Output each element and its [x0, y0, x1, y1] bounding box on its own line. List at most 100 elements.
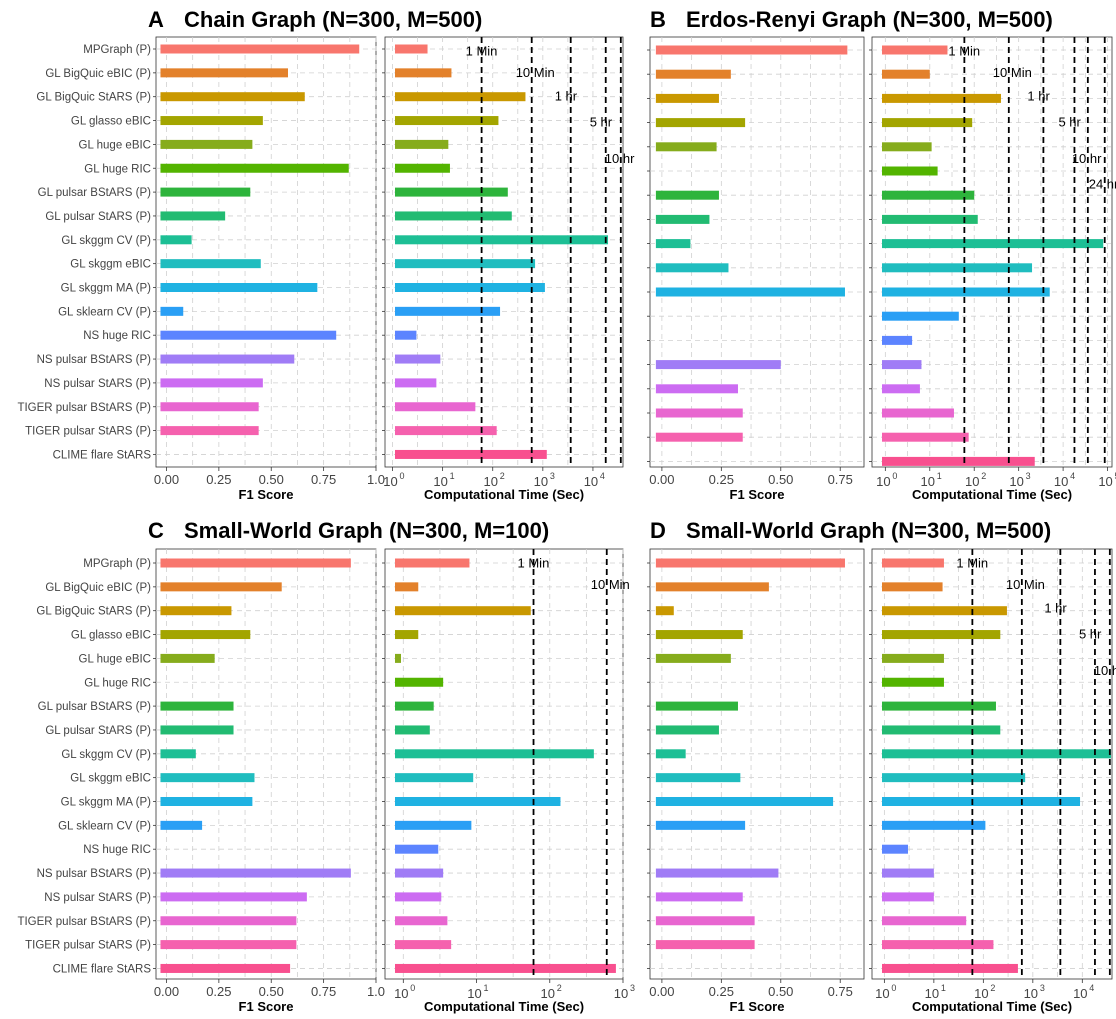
reference-label: 24 hr [1089, 177, 1116, 192]
time-bar [882, 558, 944, 568]
f1-bar [160, 630, 251, 640]
time-bar [882, 239, 1104, 249]
time-bar [882, 142, 932, 152]
f1-bar [160, 558, 351, 568]
x-tick-exponent: 2 [990, 983, 995, 993]
x-tick-label: 10 [483, 474, 497, 489]
time-bar [882, 45, 948, 55]
f1-bar [655, 630, 743, 640]
f1-bar [160, 283, 318, 292]
x-tick-exponent: 0 [891, 983, 896, 993]
x-tick-exponent: 4 [1070, 471, 1075, 481]
time-bar [395, 306, 501, 316]
x-tick-label: 10 [876, 474, 890, 489]
category-label: GL huge eBIC [79, 653, 151, 665]
f1-bar [160, 773, 255, 783]
panel-A: A Chain Graph (N=300, M=500) MPGraph (P) GL… [17, 7, 635, 502]
panel-title: Small-World Graph (N=300, M=500) [686, 518, 1051, 543]
time-bar [395, 354, 441, 364]
f1-axis-title: F1 Score [239, 487, 294, 502]
category-label: GL skggm MA (P) [61, 797, 151, 809]
time-bar [882, 606, 1007, 616]
category-label: GL pulsar StARS (P) [45, 211, 151, 223]
category-label: GL sklearn CV (P) [58, 306, 151, 318]
time-bar [395, 606, 531, 616]
reference-label: 10 hr [1072, 151, 1102, 166]
f1-bar [655, 916, 755, 926]
f1-bar [655, 773, 741, 783]
x-tick-label: 10 [875, 986, 889, 1001]
category-label: GL glasso eBIC [71, 116, 151, 128]
x-tick-label: 10 [1009, 474, 1023, 489]
f1-bar [655, 190, 719, 200]
reference-label: 10 Min [1006, 577, 1045, 592]
x-tick-label: 0.75 [311, 984, 336, 999]
f1-bar [160, 306, 184, 316]
f1-bar [655, 263, 729, 273]
reference-label: 5 hr [1058, 114, 1081, 129]
f1-bar [655, 360, 781, 370]
time-bar [395, 283, 545, 292]
x-tick-label: 0.00 [154, 472, 179, 487]
f1-plot-frame [155, 36, 377, 468]
time-bar [882, 653, 944, 663]
category-label: CLIME flare StARS [53, 449, 152, 461]
time-bar [395, 892, 442, 902]
category-label: NS huge RIC [83, 330, 151, 342]
time-bar [882, 166, 938, 176]
x-tick-label: 0.75 [828, 984, 853, 999]
time-bar [395, 116, 499, 126]
category-label: NS pulsar StARS (P) [44, 892, 151, 904]
reference-label: 1 hr [1044, 600, 1067, 615]
x-tick-exponent: 2 [500, 471, 505, 481]
f1-bar [655, 582, 769, 592]
f1-bar [160, 426, 259, 436]
category-label: MPGraph (P) [83, 44, 151, 56]
f1-bar [160, 68, 288, 78]
x-tick-label: 10 [467, 986, 481, 1001]
time-bar [395, 235, 609, 245]
f1-bar [160, 235, 192, 245]
x-tick-label: 10 [974, 986, 988, 1001]
f1-bar [160, 187, 251, 197]
f1-bar [655, 408, 743, 418]
reference-label: 1 Min [466, 43, 498, 58]
time-bar [882, 749, 1111, 759]
f1-bar [160, 582, 282, 592]
time-bar [395, 773, 474, 783]
time-axis-title: Computational Time (Sec) [424, 487, 584, 502]
x-tick-exponent: 2 [557, 983, 562, 993]
f1-bar [655, 93, 719, 103]
category-label: TIGER pulsar StARS (P) [25, 426, 151, 438]
x-tick-exponent: 4 [600, 471, 605, 481]
f1-plot-frame [649, 36, 865, 468]
x-tick-label: 0.00 [649, 472, 674, 487]
f1-bar [160, 163, 349, 173]
time-bar [882, 797, 1081, 806]
x-tick-label: 10 [433, 474, 447, 489]
x-tick-label: 10 [921, 474, 935, 489]
f1-axis-title: F1 Score [730, 999, 785, 1014]
f1-bar [160, 892, 307, 902]
time-bar [395, 330, 417, 340]
time-bar [395, 749, 594, 759]
time-bar [882, 630, 1001, 640]
x-tick-exponent: 3 [1026, 471, 1031, 481]
category-label: GL glasso eBIC [71, 630, 151, 642]
f1-bar [160, 653, 215, 663]
time-bar [882, 844, 908, 854]
reference-label: 1 Min [948, 43, 980, 58]
time-bar [395, 92, 526, 102]
f1-bar [160, 116, 263, 126]
time-bar [395, 940, 452, 950]
f1-bar [655, 701, 738, 711]
x-tick-exponent: 5 [1115, 471, 1116, 481]
panel-C: C Small-World Graph (N=300, M=100) MPGraph… [17, 518, 635, 1014]
time-plot-frame [871, 36, 1113, 468]
f1-bar [160, 820, 203, 830]
category-label: NS pulsar BStARS (P) [37, 868, 152, 880]
x-tick-label: 0.75 [828, 472, 853, 487]
category-label: GL BigQuic eBIC (P) [45, 68, 151, 80]
x-tick-label: 10 [965, 474, 979, 489]
time-bar [395, 449, 547, 459]
